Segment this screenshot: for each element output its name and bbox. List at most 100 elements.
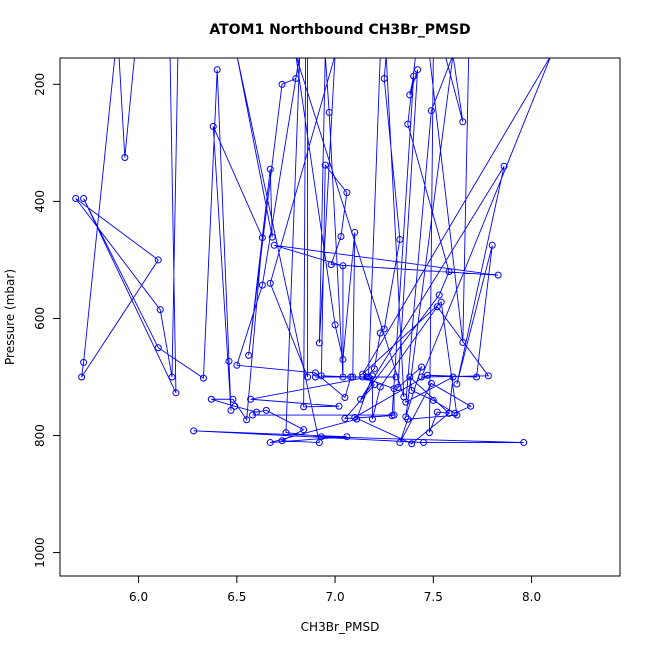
series-layer xyxy=(72,58,551,448)
data-point xyxy=(368,372,376,380)
data-point xyxy=(168,373,176,381)
data-point xyxy=(268,233,276,241)
data-point xyxy=(190,427,198,435)
data-point xyxy=(429,396,437,404)
data-point xyxy=(392,373,400,381)
data-point xyxy=(451,409,459,417)
data-point xyxy=(359,373,367,381)
data-point xyxy=(500,162,508,170)
data-point xyxy=(380,325,388,333)
data-point xyxy=(154,256,162,264)
data-point xyxy=(408,440,416,448)
data-point xyxy=(262,406,270,414)
data-point xyxy=(339,262,347,270)
data-point xyxy=(258,281,266,289)
data-point xyxy=(427,107,435,115)
data-point xyxy=(247,395,255,403)
data-point xyxy=(249,411,257,419)
data-point xyxy=(351,413,359,421)
data-point xyxy=(402,398,410,406)
data-point xyxy=(390,385,398,393)
data-point xyxy=(172,389,180,397)
x-tick-label: 7.5 xyxy=(424,590,443,604)
x-tick-label: 6.5 xyxy=(227,590,246,604)
data-point xyxy=(245,351,253,359)
data-point xyxy=(266,439,274,447)
y-tick-label: 400 xyxy=(33,190,47,213)
data-point xyxy=(317,433,325,441)
data-point xyxy=(359,370,367,378)
data-point xyxy=(304,373,312,381)
data-point xyxy=(227,406,235,414)
data-point xyxy=(396,235,404,243)
data-point xyxy=(410,72,418,80)
data-point xyxy=(311,373,319,381)
data-point xyxy=(80,194,88,202)
data-point xyxy=(233,361,241,369)
data-point xyxy=(520,439,528,447)
data-point xyxy=(376,329,384,337)
data-point xyxy=(467,402,475,410)
data-point xyxy=(488,241,496,249)
data-point xyxy=(357,395,365,403)
data-point xyxy=(292,74,300,82)
data-point xyxy=(404,120,412,128)
data-point xyxy=(266,279,274,287)
data-point xyxy=(425,429,433,437)
data-point xyxy=(154,344,162,352)
data-point xyxy=(453,380,461,388)
data-point xyxy=(433,303,441,311)
data-point xyxy=(351,228,359,236)
data-point xyxy=(156,306,164,314)
data-point xyxy=(427,379,435,387)
data-point xyxy=(311,369,319,377)
data-point xyxy=(380,74,388,82)
chart-title: ATOM1 Northbound CH3Br_PMSD xyxy=(209,22,470,38)
data-point xyxy=(370,381,378,389)
data-point xyxy=(406,373,414,381)
data-point xyxy=(449,373,457,381)
data-point xyxy=(453,411,461,419)
data-point xyxy=(341,415,349,423)
x-tick-label: 6.0 xyxy=(129,590,148,604)
series-line xyxy=(75,58,551,445)
data-point xyxy=(335,402,343,410)
data-point xyxy=(282,429,290,437)
x-tick-label: 8.0 xyxy=(522,590,541,604)
data-point xyxy=(341,393,349,401)
data-point xyxy=(414,66,422,74)
data-point xyxy=(349,373,357,381)
data-point xyxy=(390,411,398,419)
data-point xyxy=(459,338,467,346)
data-point xyxy=(343,433,351,441)
data-point xyxy=(445,268,453,276)
data-point xyxy=(339,373,347,381)
data-point xyxy=(207,395,215,403)
data-point xyxy=(78,373,86,381)
data-point xyxy=(494,271,502,279)
data-point xyxy=(484,372,492,380)
data-point xyxy=(347,373,355,381)
data-point xyxy=(225,357,233,365)
data-point xyxy=(337,233,345,241)
x-tick-label: 7.0 xyxy=(326,590,345,604)
data-point xyxy=(321,161,329,169)
y-tick-label: 200 xyxy=(33,73,47,96)
data-point xyxy=(199,374,207,382)
data-point xyxy=(339,355,347,363)
data-point xyxy=(231,402,239,410)
data-point xyxy=(406,91,414,99)
data-point xyxy=(315,339,323,347)
data-point xyxy=(396,439,404,447)
data-point xyxy=(270,241,278,249)
data-point xyxy=(300,403,308,411)
x-axis: 6.0 6.5 7.0 7.5 8.0 xyxy=(129,575,541,604)
data-point xyxy=(418,373,426,381)
y-axis: 200 400 600 800 1000 xyxy=(33,73,61,568)
data-point xyxy=(229,395,237,403)
data-point xyxy=(327,261,335,269)
data-point xyxy=(209,122,217,130)
y-tick-label: 600 xyxy=(33,307,47,330)
data-point xyxy=(402,413,410,421)
data-point xyxy=(459,118,467,126)
